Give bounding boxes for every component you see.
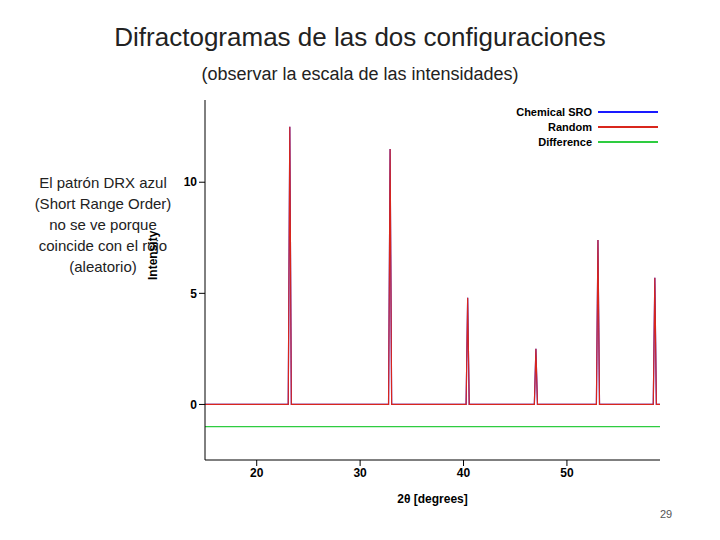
svg-text:50: 50 (560, 466, 574, 480)
svg-text:30: 30 (353, 466, 367, 480)
svg-text:0: 0 (190, 398, 197, 412)
svg-text:40: 40 (457, 466, 471, 480)
svg-text:5: 5 (190, 287, 197, 301)
svg-text:Intensity: Intensity (146, 230, 160, 280)
svg-text:10: 10 (184, 175, 198, 189)
svg-text:2θ [degrees]: 2θ [degrees] (397, 492, 468, 506)
svg-text:20: 20 (250, 466, 264, 480)
